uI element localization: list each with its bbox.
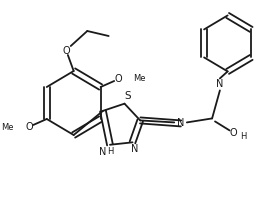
Text: O: O: [230, 129, 237, 138]
Text: N: N: [131, 144, 138, 154]
Text: Me: Me: [134, 73, 146, 83]
Text: H: H: [107, 147, 113, 156]
Text: O: O: [114, 74, 122, 84]
Text: N: N: [177, 118, 185, 129]
Text: O: O: [62, 46, 70, 56]
Text: H: H: [240, 132, 246, 141]
Text: N: N: [98, 147, 106, 157]
Text: S: S: [124, 91, 131, 101]
Text: O: O: [26, 122, 33, 132]
Text: Me: Me: [1, 124, 14, 132]
Text: N: N: [216, 79, 223, 89]
